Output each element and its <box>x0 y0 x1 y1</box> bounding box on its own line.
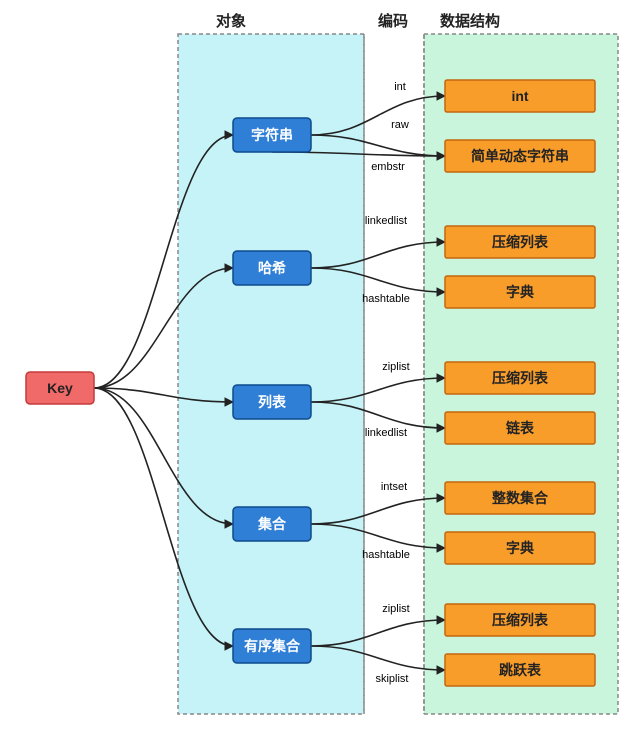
column-label-data: 数据结构 <box>440 12 500 30</box>
object-hash-label: 哈希 <box>258 260 286 276</box>
object-hash: 哈希 <box>233 251 311 285</box>
data-d_int-label: int <box>511 88 528 104</box>
data-d_sds: 简单动态字符串 <box>445 140 595 172</box>
column-label-object: 对象 <box>216 12 246 30</box>
object-str: 字符串 <box>233 118 311 152</box>
root-key: Key <box>26 372 94 404</box>
encoding-label-intset-7: intset <box>381 481 407 493</box>
encoding-label-int-0: int <box>394 81 406 93</box>
data-d_skip-label: 跳跃表 <box>499 662 542 678</box>
root-key-label: Key <box>47 380 73 396</box>
data-d_intset-label: 整数集合 <box>491 490 549 506</box>
data-d_zl1-label: 压缩列表 <box>492 234 549 250</box>
encoding-label-ziplist-5: ziplist <box>382 361 410 373</box>
object-list: 列表 <box>233 385 311 419</box>
column-label-encoding: 编码 <box>378 12 408 30</box>
data-d_ll: 链表 <box>445 412 595 444</box>
data-d_int: int <box>445 80 595 112</box>
data-d_dict2: 字典 <box>445 532 595 564</box>
data-d_skip: 跳跃表 <box>445 654 595 686</box>
data-d_zl2: 压缩列表 <box>445 362 595 394</box>
object-zset: 有序集合 <box>233 629 311 663</box>
object-zset-label: 有序集合 <box>244 638 301 654</box>
data-d_zl3: 压缩列表 <box>445 604 595 636</box>
encoding-label-linkedlist-3: linkedlist <box>365 215 407 227</box>
data-d_dict2-label: 字典 <box>506 540 534 556</box>
data-d_zl1: 压缩列表 <box>445 226 595 258</box>
object-str-label: 字符串 <box>251 127 293 143</box>
object-list-label: 列表 <box>258 394 287 410</box>
encoding-label-ziplist-9: ziplist <box>382 603 410 615</box>
data-d_zl2-label: 压缩列表 <box>492 370 549 386</box>
encoding-label-hashtable-4: hashtable <box>362 293 410 305</box>
encoding-label-embstr-2: embstr <box>371 161 405 173</box>
data-d_ll-label: 链表 <box>506 420 535 436</box>
object-set: 集合 <box>233 507 311 541</box>
data-d_intset: 整数集合 <box>445 482 595 514</box>
object-set-label: 集合 <box>257 516 287 532</box>
encoding-label-linkedlist-6: linkedlist <box>365 427 407 439</box>
encoding-label-hashtable-8: hashtable <box>362 549 410 561</box>
encoding-label-skiplist-10: skiplist <box>375 673 408 685</box>
encoding-label-raw-1: raw <box>391 119 409 131</box>
data-d_sds-label: 简单动态字符串 <box>471 148 569 164</box>
data-d_dict1: 字典 <box>445 276 595 308</box>
data-d_dict1-label: 字典 <box>506 284 534 300</box>
data-d_zl3-label: 压缩列表 <box>492 612 549 628</box>
